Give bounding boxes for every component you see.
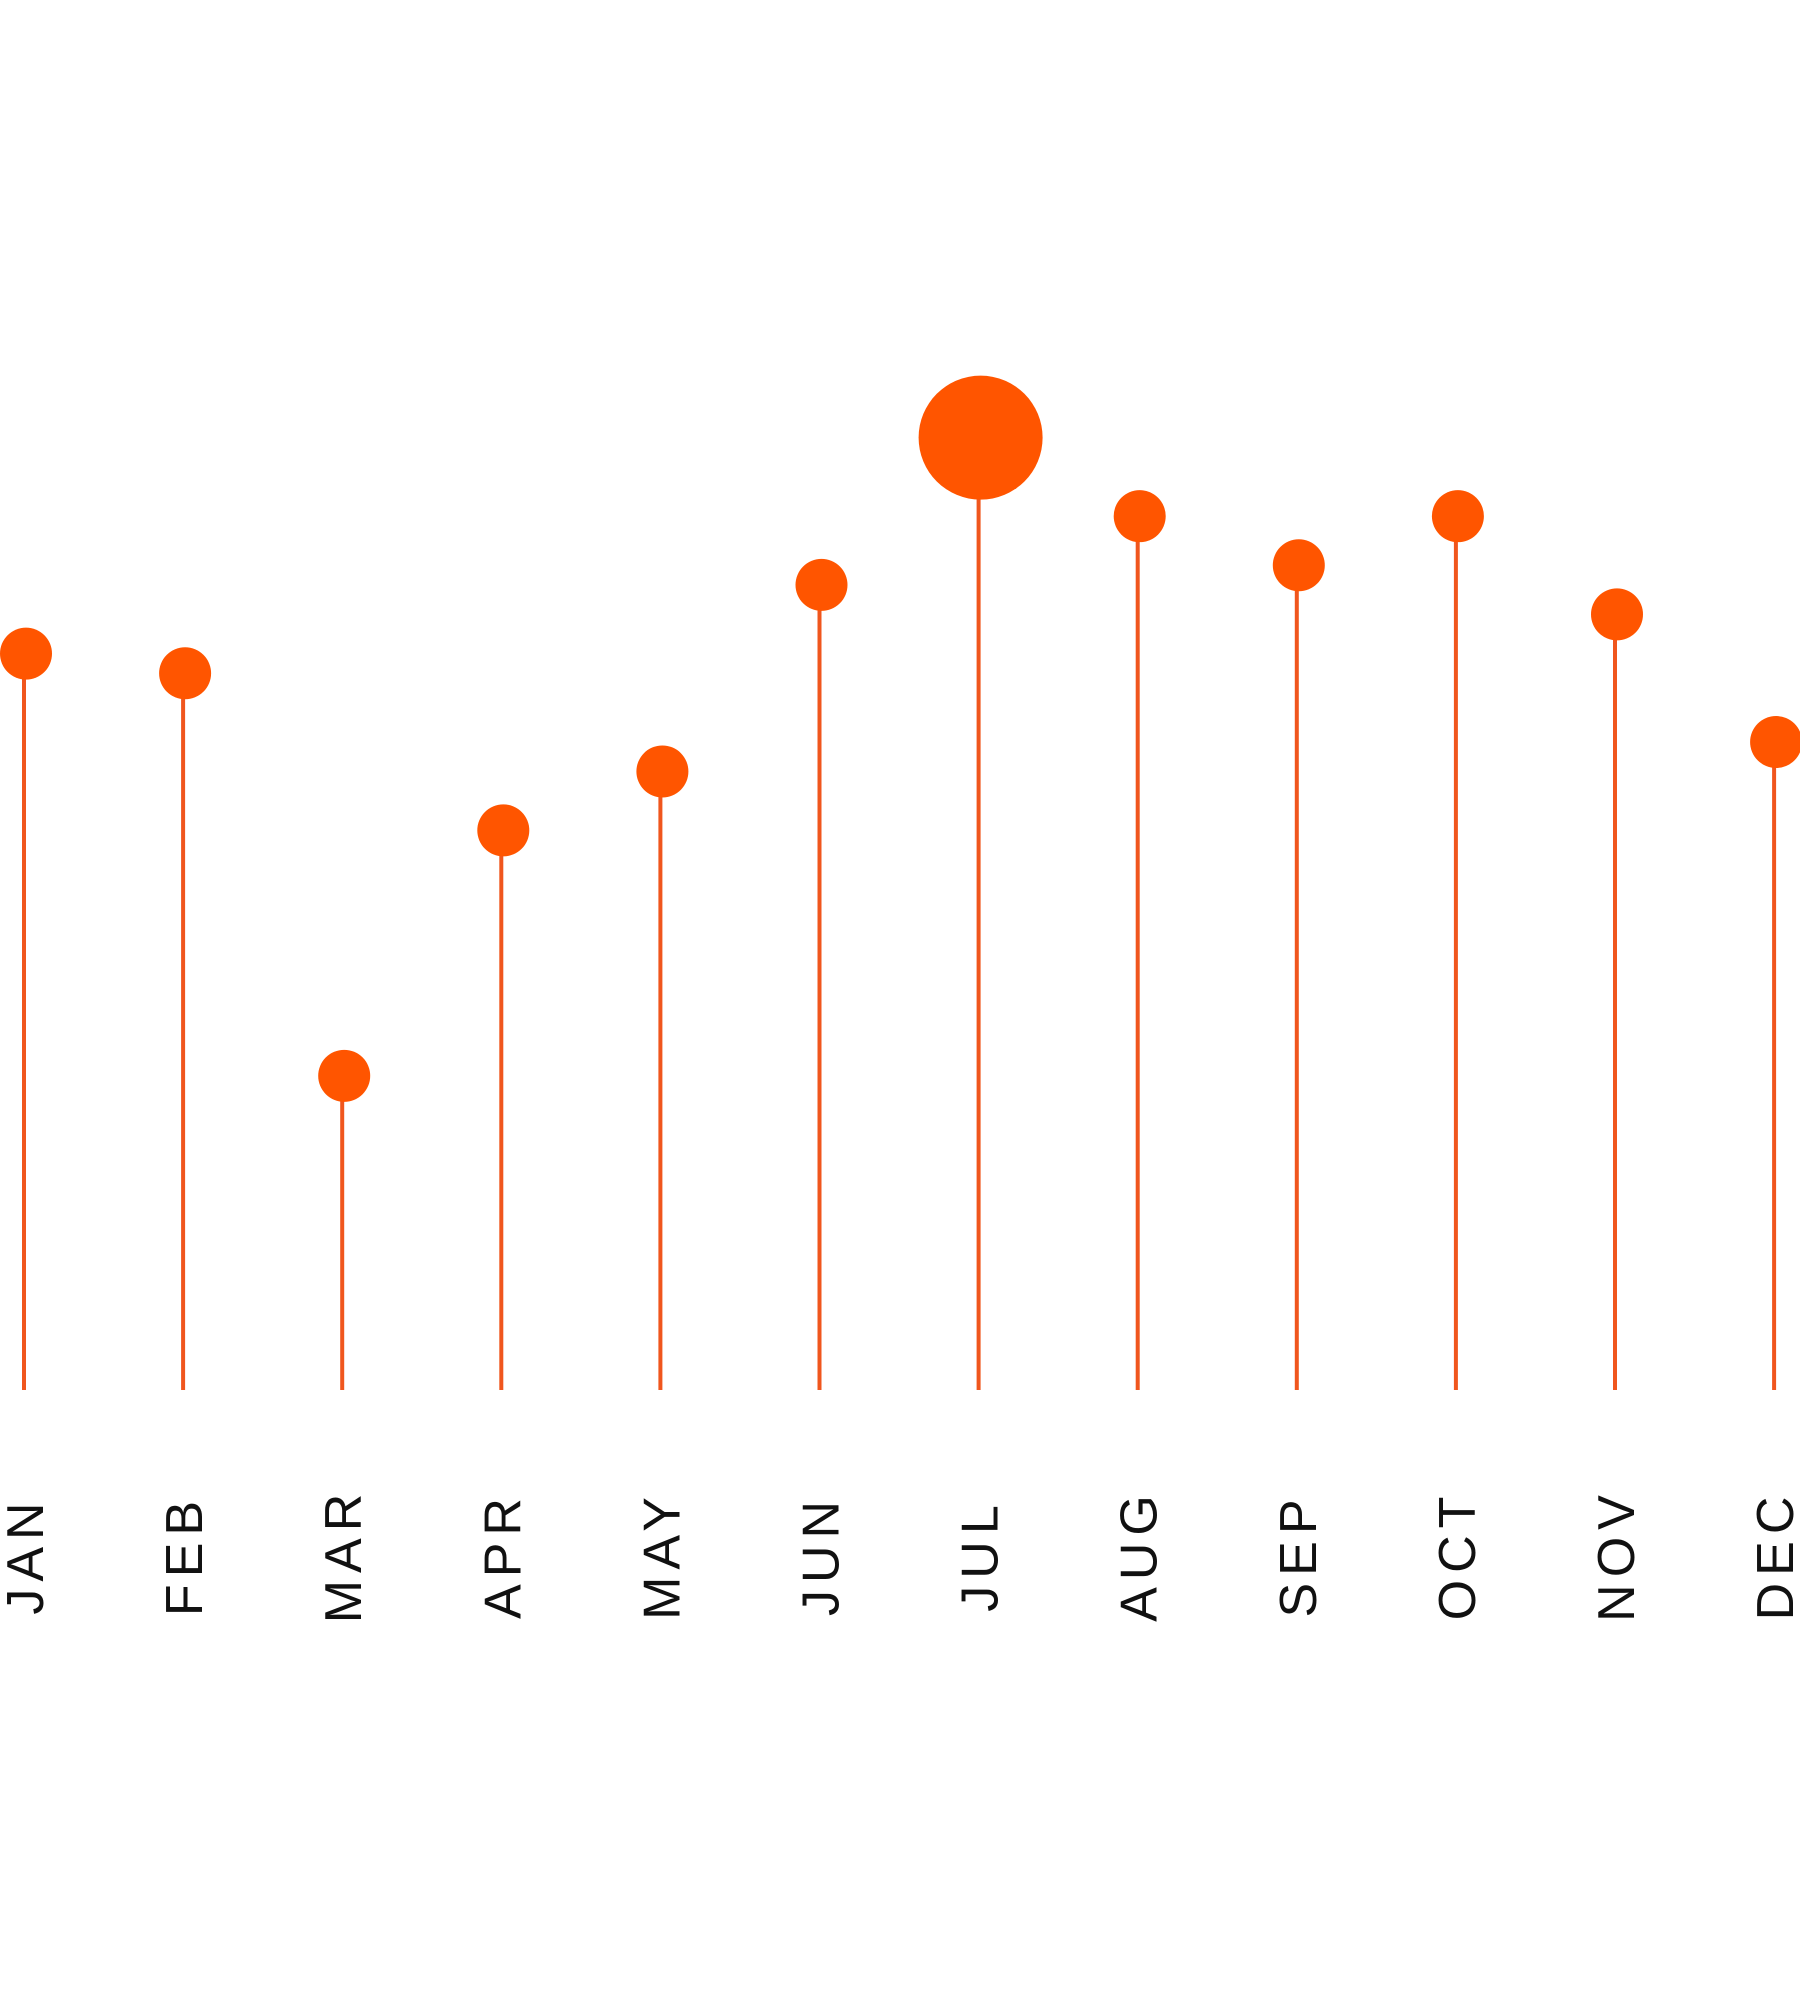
dot-sep [1272, 539, 1325, 592]
dot-apr [477, 804, 530, 857]
dot-aug [1113, 490, 1166, 543]
dot-feb [159, 647, 212, 700]
month-label-jul: JUL [952, 1498, 1010, 1611]
month-label-jan: JAN [0, 1495, 55, 1614]
dot-oct [1431, 490, 1484, 543]
month-label-apr: APR [474, 1491, 532, 1619]
month-label-jun: JUN [793, 1494, 851, 1616]
dot-may [636, 745, 689, 798]
month-label-feb: FEB [156, 1494, 214, 1616]
dot-mar [318, 1049, 371, 1102]
month-label-nov: NOV [1588, 1488, 1646, 1622]
month-label-aug: AUG [1111, 1488, 1169, 1622]
dots-layer [0, 375, 1800, 1102]
month-label-dec: DEC [1747, 1490, 1800, 1621]
dot-jul [918, 375, 1043, 500]
month-labels-layer: JAN FEB MAR APR MAY JUN JUL AUG SEP OCT NOV DEC [0, 1487, 1800, 1624]
month-label-may: MAY [633, 1490, 691, 1620]
stems-layer [22, 468, 1777, 1390]
dot-nov [1591, 588, 1643, 641]
dot-jun [795, 558, 848, 611]
dot-jan [0, 627, 52, 680]
month-label-sep: SEP [1270, 1492, 1328, 1617]
dot-dec [1750, 716, 1800, 768]
month-label-oct: OCT [1429, 1490, 1487, 1621]
month-label-mar: MAR [315, 1487, 373, 1624]
